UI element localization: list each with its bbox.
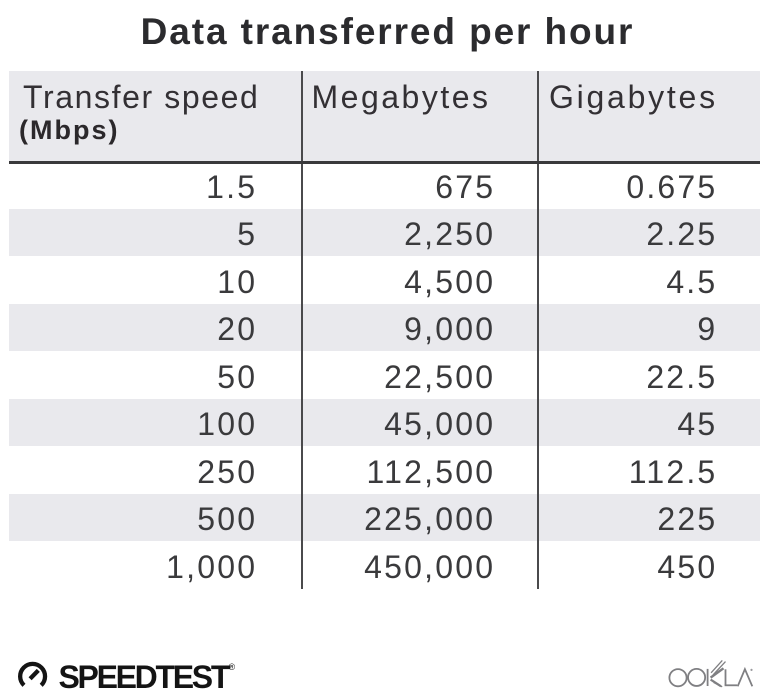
- svg-text:SPEEDTEST: SPEEDTEST: [59, 659, 231, 695]
- svg-text:®: ®: [229, 662, 236, 672]
